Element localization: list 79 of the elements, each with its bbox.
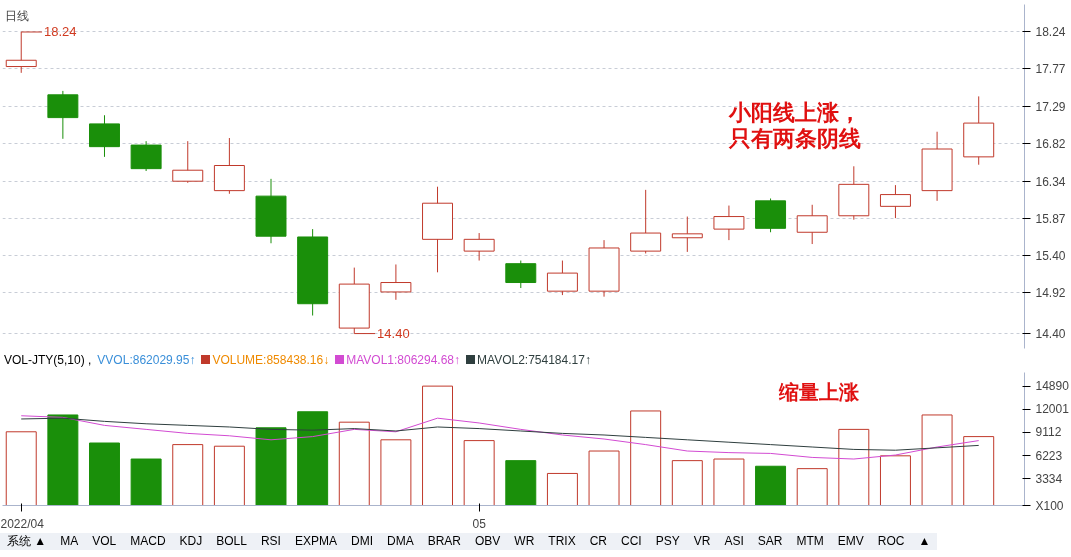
y-tick-label: 16.34: [1035, 174, 1066, 189]
text: ▲: [918, 534, 931, 548]
y-tick-label: 18.24: [1035, 25, 1066, 40]
text: MACD: [130, 534, 166, 548]
bar: [546, 472, 578, 506]
y-tick-label: 9112: [1035, 425, 1062, 440]
bar: [588, 450, 620, 506]
text: BOLL: [216, 534, 247, 548]
annotation: 只有两条阴线: [727, 126, 861, 152]
bar: [713, 458, 745, 506]
text: DMA: [386, 534, 414, 548]
bar: [838, 428, 870, 506]
candlestick: [671, 216, 703, 253]
chart-title: VOL-JTY(5,10) ,: [4, 353, 92, 367]
bar: [630, 410, 662, 506]
y-tick-label: 14.40: [1035, 327, 1066, 342]
text: VOL: [92, 534, 117, 548]
text: MTM: [796, 534, 824, 548]
text: SAR: [757, 534, 783, 548]
bar: [47, 414, 79, 506]
text: KDJ: [179, 534, 203, 548]
y-tick-label: 16.82: [1035, 137, 1066, 152]
x-tick-label: 2022/04: [0, 516, 45, 531]
text: EMV: [837, 534, 864, 548]
y-tick-label: 15.40: [1035, 248, 1066, 263]
y-tick-label: 6223: [1035, 448, 1063, 463]
y-tick-label: 17.29: [1035, 100, 1066, 115]
bar: [130, 458, 162, 506]
text: MA: [60, 534, 79, 548]
bar: [422, 385, 454, 506]
text: VVOL:862029.95↑: [97, 353, 196, 367]
text: VR: [693, 534, 711, 548]
text: ASI: [724, 534, 744, 548]
y-tick-label: 3334: [1035, 471, 1063, 486]
y-tick-label: 14.92: [1035, 286, 1066, 301]
annotation: 18.24: [44, 24, 77, 40]
bar: [172, 444, 204, 506]
bar: [338, 421, 370, 506]
bar: [255, 427, 287, 506]
bar: [463, 440, 495, 506]
text: OBV: [474, 534, 501, 548]
bar: [297, 411, 329, 506]
text: CR: [589, 534, 608, 548]
text: RSI: [260, 534, 281, 548]
legend-label: MAVOL1:806294.68↑: [346, 353, 461, 367]
x-tick-label: 05: [472, 516, 487, 531]
text: CCI: [621, 534, 642, 548]
bar: [921, 414, 953, 506]
annotation: 缩量上涨: [777, 380, 860, 403]
text: ROC: [877, 534, 905, 548]
bar: [89, 442, 120, 506]
bar: [671, 460, 703, 506]
text: WR: [514, 534, 535, 548]
y-tick-label: 14890: [1035, 379, 1070, 394]
bar: [213, 445, 245, 506]
bar: [505, 460, 537, 506]
annotation: 小阳线上涨，: [727, 100, 861, 126]
bar: [5, 431, 37, 506]
legend-label: MAVOL2:754184.17↑: [477, 353, 591, 367]
bar: [963, 436, 995, 506]
text: PSY: [655, 534, 680, 548]
chart-title: 日线: [4, 8, 29, 23]
y-tick-label: 15.87: [1035, 211, 1066, 226]
text: BRAR: [427, 534, 461, 548]
line-series: [20, 417, 980, 451]
bar: [380, 439, 412, 506]
bar: [796, 468, 828, 506]
text: EXPMA: [294, 534, 337, 548]
line-series: [20, 415, 980, 460]
text: 系统 ▲: [7, 534, 47, 548]
text: TRIX: [548, 534, 576, 548]
bar: [879, 455, 911, 506]
y-tick-label: 12001: [1035, 402, 1070, 417]
legend-label: VOLUME:858438.16↓: [212, 353, 330, 367]
bar: [755, 465, 787, 506]
text: X100: [1035, 498, 1064, 513]
text: DMI: [350, 534, 373, 548]
annotation: 14.40: [377, 326, 410, 342]
y-tick-label: 17.77: [1035, 62, 1066, 77]
